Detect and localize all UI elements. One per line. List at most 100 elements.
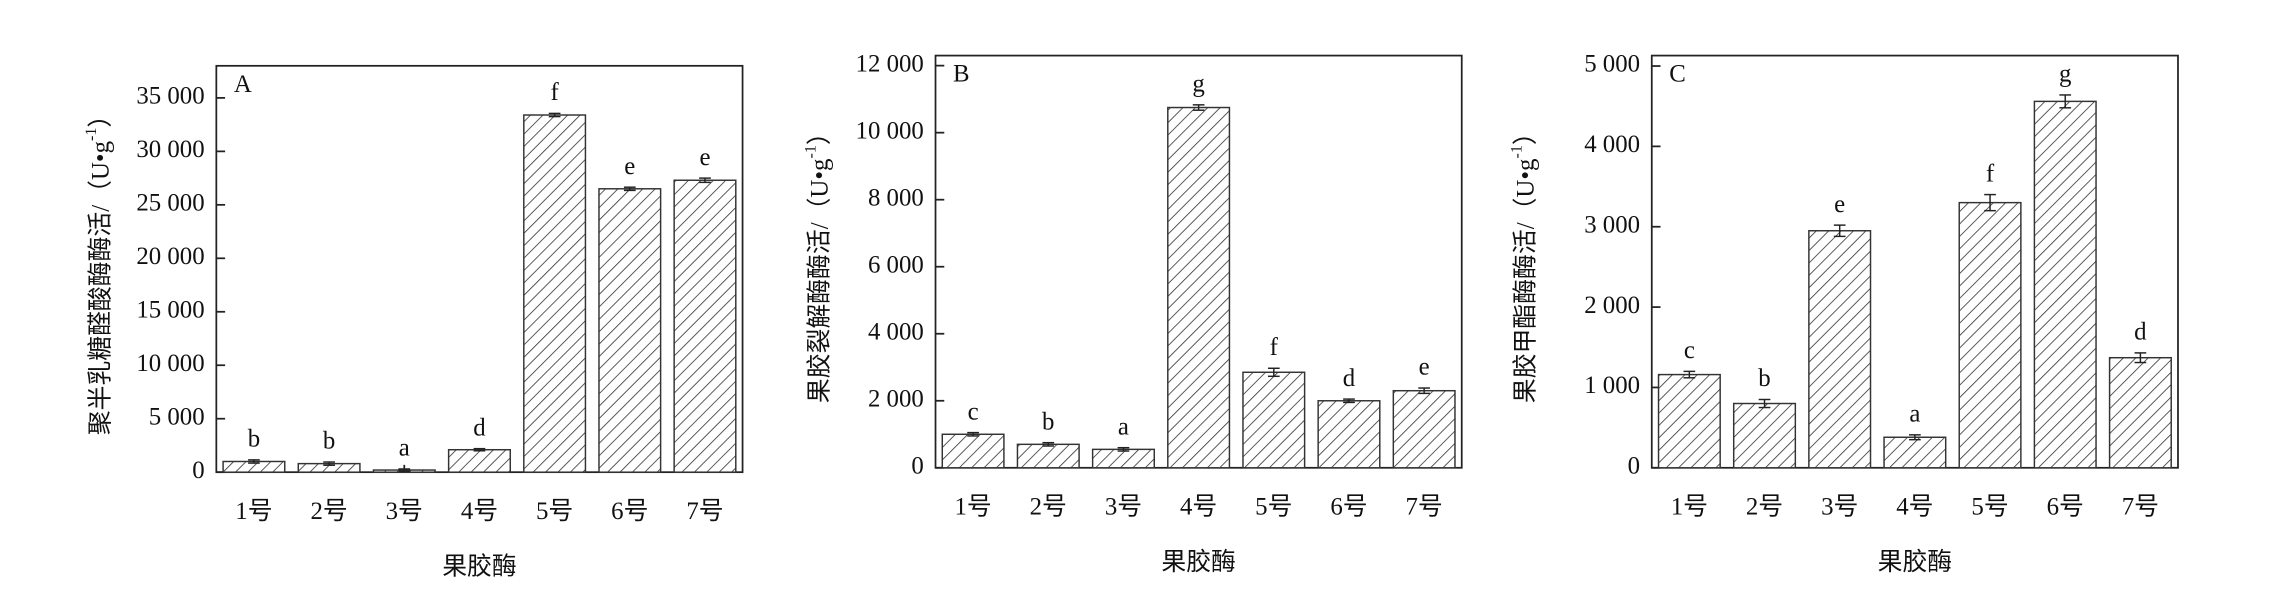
error-bar xyxy=(699,177,711,184)
y-axis-title: 聚半乳糖醛酸酶酶活/（U•g-1） xyxy=(83,103,114,435)
error-bar xyxy=(323,461,335,466)
error-bar xyxy=(623,186,636,192)
y-tick-label: 35 000 xyxy=(136,83,204,110)
significance-letter: f xyxy=(1270,334,1279,361)
significance-letter: d xyxy=(1343,365,1356,392)
y-tick-label: 4 000 xyxy=(1584,131,1640,158)
significance-letter: b xyxy=(323,428,335,455)
x-tick-label: 5号 xyxy=(1971,493,2008,520)
panel-label: A xyxy=(234,71,252,98)
x-tick-label: 6号 xyxy=(2047,493,2084,520)
y-tick-label: 25 000 xyxy=(136,190,204,217)
x-tick-label: 1号 xyxy=(235,498,272,525)
y-axis-title-end: ） xyxy=(805,120,833,145)
x-tick-label: 6号 xyxy=(1330,493,1367,520)
error-bar xyxy=(1909,434,1921,441)
x-tick-label: 5号 xyxy=(536,498,573,525)
bar xyxy=(2108,356,2172,469)
x-tick-label: 3号 xyxy=(1105,493,1142,520)
x-tick-label: 1号 xyxy=(954,493,991,520)
x-tick-label: 2号 xyxy=(1746,493,1783,520)
error-bar xyxy=(2134,352,2147,364)
bar xyxy=(1167,106,1231,469)
y-tick-label: 30 000 xyxy=(136,136,204,163)
error-bar xyxy=(1042,441,1055,447)
panel-label: B xyxy=(953,61,970,88)
bar xyxy=(1958,201,2022,469)
y-tick-label: 0 xyxy=(1628,452,1640,479)
y-tick-label: 3 000 xyxy=(1584,211,1640,238)
error-bar xyxy=(248,459,260,464)
bar xyxy=(673,179,737,473)
y-axis-title-sup: -1 xyxy=(802,145,819,158)
significance-letter: e xyxy=(699,144,710,171)
y-axis-title-sup: -1 xyxy=(83,128,100,141)
bar xyxy=(1317,400,1381,469)
error-bar xyxy=(1984,193,1996,212)
bar xyxy=(1808,230,1872,469)
plot-frame xyxy=(215,64,744,474)
error-bar xyxy=(1343,398,1355,404)
x-tick-label: 4号 xyxy=(1896,493,1933,520)
significance-letter: e xyxy=(1419,354,1430,381)
error-bar xyxy=(1192,104,1205,111)
y-axis-title: 果胶甲酯酶酶活/（U•g-1） xyxy=(1508,120,1539,403)
y-tick-label: 10 000 xyxy=(856,117,924,144)
x-tick-label: 4号 xyxy=(1180,493,1217,520)
bar xyxy=(941,433,1005,469)
y-tick-label: 12 000 xyxy=(856,50,924,77)
error-bar xyxy=(1117,446,1130,452)
x-tick-label: 3号 xyxy=(1821,493,1858,520)
y-axis-title-main: 聚半乳糖醛酸酶酶活/（U•g xyxy=(86,141,114,435)
significance-letter: e xyxy=(1834,191,1845,218)
x-tick-label: 5号 xyxy=(1255,493,1292,520)
y-tick-label: 0 xyxy=(192,457,204,484)
significance-letter: d xyxy=(473,414,486,441)
error-bar xyxy=(1683,370,1696,379)
bar xyxy=(447,448,512,473)
error-bar xyxy=(398,468,411,472)
x-tick-label: 3号 xyxy=(386,498,423,525)
y-axis-title-sup: -1 xyxy=(1508,145,1525,158)
bar xyxy=(1883,436,1947,469)
bar xyxy=(598,188,662,473)
significance-letter: g xyxy=(2059,61,2071,88)
significance-letter: b xyxy=(1758,365,1770,392)
y-axis-title: 果胶裂解酶酶活/（U•g-1） xyxy=(802,120,833,403)
x-tick-label: 2号 xyxy=(310,498,347,525)
panel-label: C xyxy=(1669,61,1686,88)
bar xyxy=(1732,402,1797,469)
error-bar xyxy=(1267,367,1280,378)
significance-letter: a xyxy=(1118,413,1129,440)
x-tick-label: 6号 xyxy=(611,498,648,525)
bar xyxy=(523,114,587,473)
y-axis-title-main: 果胶裂解酶酶活/（U•g xyxy=(805,159,833,404)
y-tick-label: 10 000 xyxy=(136,350,204,377)
y-tick-label: 1 000 xyxy=(1584,372,1640,399)
significance-letter: b xyxy=(1042,408,1054,435)
significance-letter: g xyxy=(1192,71,1204,98)
significance-letter: f xyxy=(550,79,559,106)
bar xyxy=(1657,373,1721,469)
significance-letter: b xyxy=(248,426,260,453)
y-tick-label: 2 000 xyxy=(868,385,924,412)
bar xyxy=(2033,100,2097,469)
error-bar xyxy=(2059,94,2072,109)
x-axis-title: 果胶酶 xyxy=(1878,548,1953,576)
y-tick-label: 4 000 xyxy=(868,318,924,345)
significance-letter: f xyxy=(1986,160,1995,187)
x-tick-label: 7号 xyxy=(2122,493,2159,520)
x-tick-label: 7号 xyxy=(686,498,723,525)
y-tick-label: 8 000 xyxy=(868,184,924,211)
y-tick-label: 5 000 xyxy=(1584,51,1640,78)
y-axis-title-main: 果胶甲酯酶酶活/（U•g xyxy=(1511,159,1539,404)
x-tick-label: 2号 xyxy=(1030,493,1067,520)
y-tick-label: 2 000 xyxy=(1584,292,1640,319)
significance-letter: a xyxy=(1909,401,1920,428)
significance-letter: d xyxy=(2134,319,2147,346)
error-bar xyxy=(967,431,979,437)
error-bar xyxy=(1833,224,1846,238)
y-tick-label: 20 000 xyxy=(136,243,204,270)
